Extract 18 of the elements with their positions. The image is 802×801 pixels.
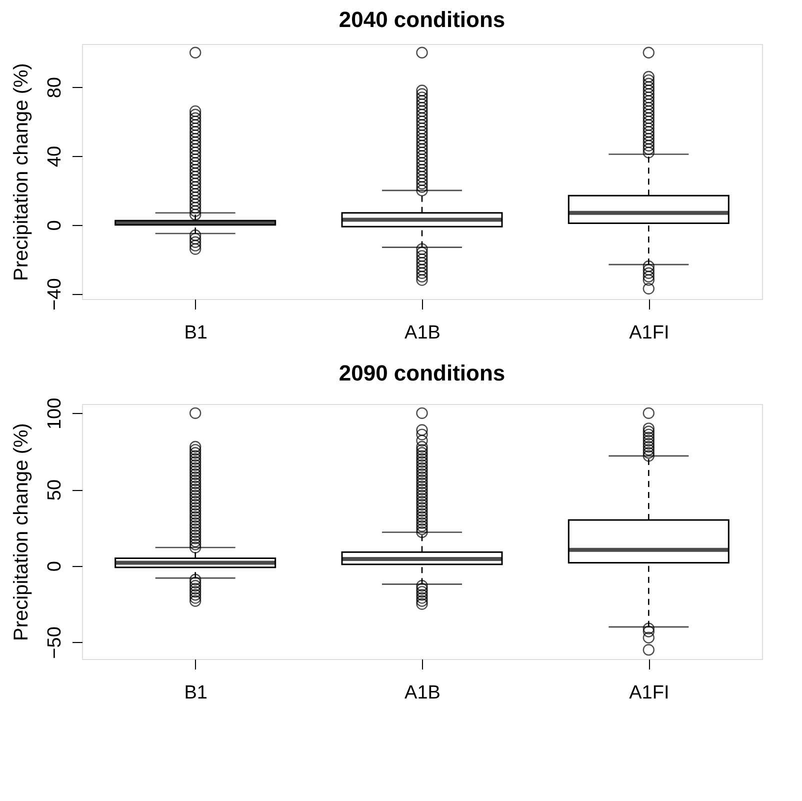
x-tick-label: B1	[184, 322, 208, 344]
y-tick-label: 0	[44, 220, 66, 231]
x-tick-label: A1FI	[629, 322, 670, 344]
x-tick-label: A1FI	[629, 682, 670, 704]
chart-title: 2090 conditions	[338, 360, 506, 386]
x-tick-label: A1B	[404, 322, 440, 344]
y-axis-title: Precipitation change (%)	[10, 423, 32, 641]
y-tick-label: 80	[44, 77, 66, 98]
y-tick-label: 40	[44, 146, 66, 168]
y-tick-label: 0	[44, 561, 66, 572]
y-tick-label: −40	[44, 278, 66, 310]
y-axis-title: Precipitation change (%)	[10, 63, 32, 281]
y-tick-label: 50	[44, 479, 66, 501]
chart-title: 2040 conditions	[338, 7, 506, 32]
y-tick-label: 100	[44, 398, 66, 430]
x-tick-label: B1	[184, 682, 208, 704]
x-tick-label: A1B	[404, 682, 440, 704]
y-tick-label: −50	[44, 626, 66, 659]
